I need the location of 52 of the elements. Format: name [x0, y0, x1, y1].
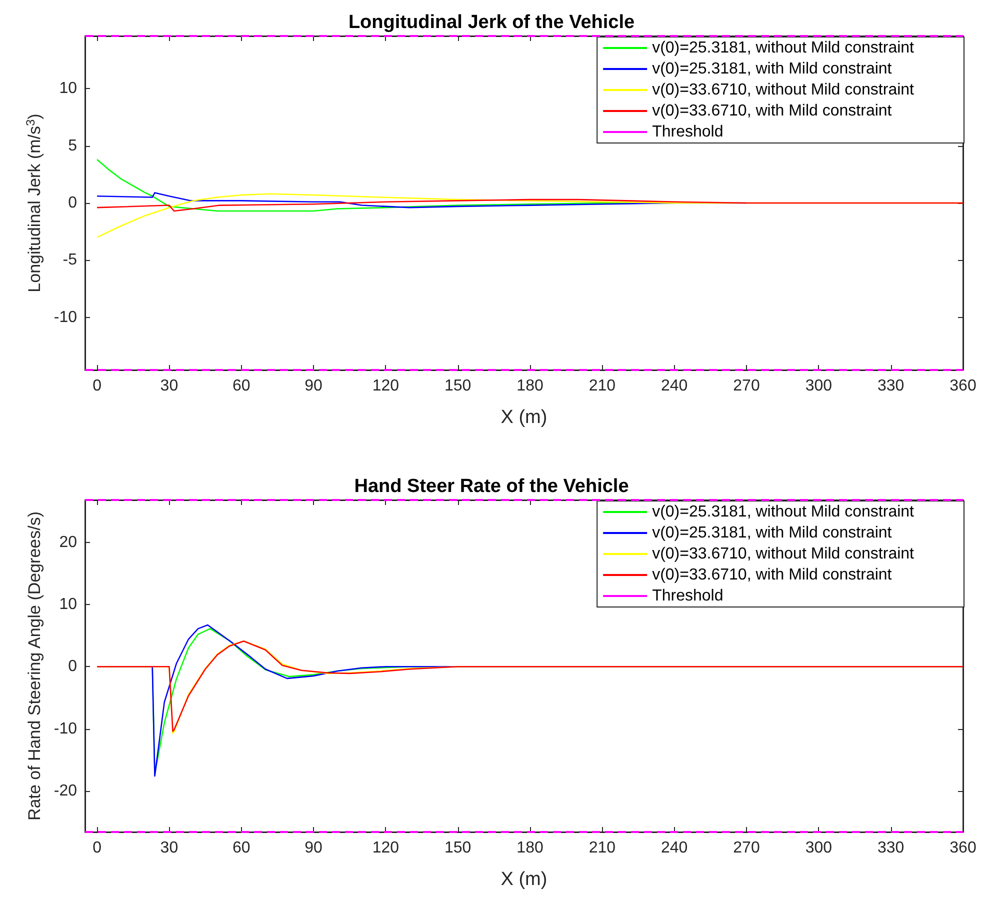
y-tick-label: -20: [54, 782, 78, 800]
x-tick-label: 330: [877, 840, 904, 856]
chart-title: Hand Steer Rate of the Vehicle: [354, 476, 629, 497]
x-tick-label: 270: [733, 840, 760, 856]
x-tick-label: 120: [372, 840, 400, 856]
legend-label: v(0)=33.6710, with Mild constraint: [652, 102, 892, 120]
x-tick-label: 210: [588, 840, 616, 856]
legend-label: Threshold: [652, 124, 724, 140]
y-tick-label: -10: [54, 720, 78, 738]
x-tick-label: 240: [660, 378, 688, 394]
x-axis-title: X (m): [500, 407, 548, 428]
y-tick-label: 5: [68, 137, 78, 154]
x-tick-label: 300: [805, 378, 832, 394]
x-tick-label: 270: [733, 378, 760, 394]
y-tick-label: 10: [59, 80, 78, 98]
x-tick-label: 60: [232, 378, 250, 394]
legend-label: v(0)=33.6710, with Mild constraint: [652, 566, 892, 584]
legend-label: v(0)=25.3181, with Mild constraint: [652, 524, 892, 542]
x-axis-title: X (m): [500, 869, 548, 890]
x-tick-label: 180: [516, 840, 544, 856]
x-tick-label: 0: [92, 378, 102, 394]
x-tick-label: 120: [372, 378, 400, 394]
x-tick-label: 150: [444, 378, 472, 394]
y-tick-label: -5: [62, 252, 78, 269]
x-tick-label: 360: [950, 840, 976, 856]
y-tick-label: 10: [59, 596, 78, 613]
x-tick-label: 360: [950, 378, 976, 394]
x-tick-label: 30: [160, 840, 178, 856]
legend-label: v(0)=25.3181, without Mild constraint: [652, 504, 915, 520]
y-tick-label: 0: [68, 194, 78, 212]
y-axis-title: Longitudinal Jerk (m/s3): [23, 114, 44, 292]
x-tick-label: 90: [304, 378, 323, 394]
legend-label: Threshold: [652, 588, 724, 604]
x-tick-label: 90: [304, 840, 323, 856]
x-tick-label: 330: [877, 378, 904, 394]
x-tick-label: 210: [588, 378, 616, 394]
legend-label: v(0)=25.3181, with Mild constraint: [652, 60, 892, 78]
x-tick-label: 150: [444, 840, 472, 856]
y-tick-label: -10: [54, 308, 78, 326]
x-tick-label: 240: [660, 840, 688, 856]
chart-title: Longitudinal Jerk of the Vehicle: [348, 12, 635, 33]
legend-label: v(0)=33.6710, without Mild constraint: [652, 82, 915, 98]
x-tick-label: 30: [160, 378, 178, 394]
x-tick-label: 60: [232, 840, 250, 856]
y-tick-label: 20: [59, 534, 78, 551]
x-tick-label: 300: [805, 840, 832, 856]
x-tick-label: 180: [516, 378, 544, 394]
legend-label: v(0)=25.3181, without Mild constraint: [652, 40, 915, 56]
y-axis-title: Rate of Hand Steering Angle (Degrees/s): [24, 511, 44, 821]
legend-label: v(0)=33.6710, without Mild constraint: [652, 546, 915, 562]
y-tick-label: 0: [68, 658, 78, 676]
x-tick-label: 0: [92, 840, 102, 856]
